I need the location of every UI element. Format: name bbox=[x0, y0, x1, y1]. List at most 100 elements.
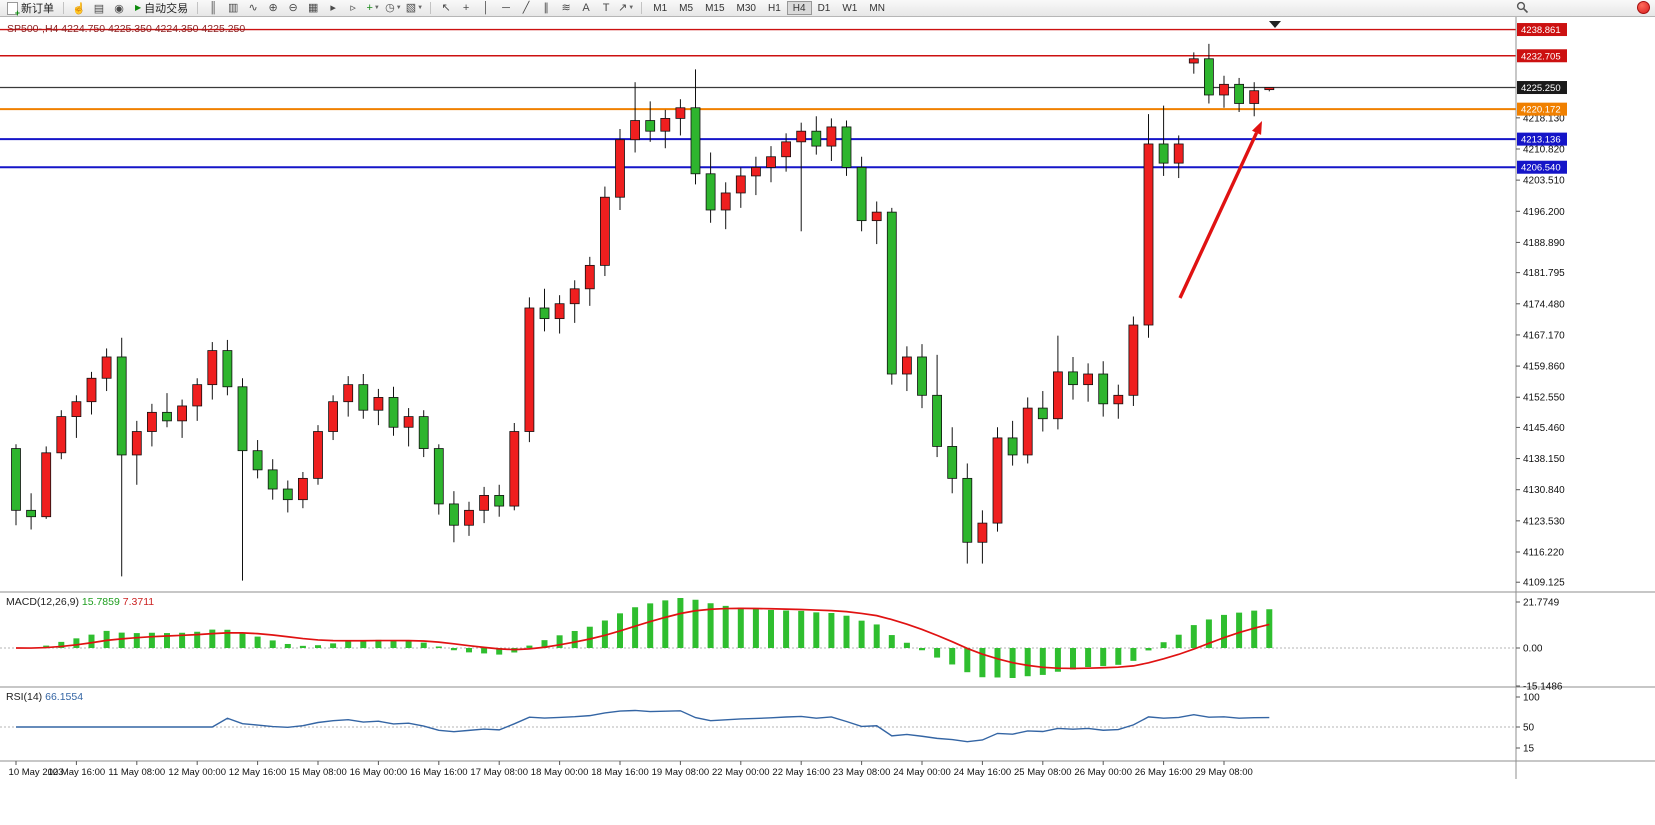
svg-text:4130.840: 4130.840 bbox=[1523, 485, 1565, 496]
auto-scroll-icon[interactable]: ▸ bbox=[330, 2, 336, 15]
price-badge bbox=[1517, 160, 1567, 174]
svg-text:0.00: 0.00 bbox=[1523, 644, 1543, 655]
dropdown-caret-icon: ▼ bbox=[373, 5, 380, 12]
price-badge bbox=[1517, 23, 1567, 37]
chart-icon-group: ║ ▥ ∿ ⊕ ⊖ ▦ ▸ ▹ + ▼ ◷ ▼ ▧ ▼ bbox=[203, 0, 425, 16]
new-order-label: 新订单 bbox=[21, 3, 54, 15]
ohlc-readout: 4224.750 4225.350 4224.350 4225.250 bbox=[61, 23, 246, 35]
timeframe-w1-button[interactable]: W1 bbox=[836, 1, 863, 15]
svg-text:4138.150: 4138.150 bbox=[1523, 454, 1565, 465]
chart-shift-icon[interactable]: ▹ bbox=[350, 2, 356, 15]
svg-text:12 May 16:00: 12 May 16:00 bbox=[229, 767, 287, 778]
dropdown-caret-icon: ▼ bbox=[417, 4, 424, 11]
autotrading-button[interactable]: ▶ 自动交易 bbox=[131, 1, 192, 16]
svg-text:16 May 16:00: 16 May 16:00 bbox=[410, 767, 468, 778]
svg-text:4181.795: 4181.795 bbox=[1523, 268, 1565, 279]
trendline-icon[interactable]: ╱ bbox=[522, 2, 530, 15]
timeframe-mn-button[interactable]: MN bbox=[863, 1, 891, 15]
cursor-icon[interactable]: ↖ bbox=[441, 2, 451, 15]
trend-arrow[interactable] bbox=[1178, 121, 1262, 299]
timeframe-h4-button[interactable]: H4 bbox=[786, 1, 812, 15]
macd-panel: 21.7749 0.00 -15.1486 bbox=[0, 598, 1563, 693]
timeframe-m30-button[interactable]: M30 bbox=[731, 1, 762, 15]
new-order-button[interactable]: 新订单 bbox=[3, 1, 58, 18]
macd-name: MACD(12,26,9) bbox=[6, 596, 79, 608]
svg-text:100: 100 bbox=[1523, 693, 1540, 704]
period-icon[interactable]: ◷ ▼ bbox=[385, 2, 402, 15]
fibonacci-icon[interactable]: ≋ bbox=[561, 2, 571, 15]
svg-text:18 May 00:00: 18 May 00:00 bbox=[531, 767, 589, 778]
bar-chart-icon[interactable]: ║ bbox=[209, 2, 218, 15]
printer-icon[interactable]: ▤ bbox=[93, 2, 105, 15]
price-badge bbox=[1517, 132, 1567, 146]
price-badge bbox=[1517, 81, 1567, 95]
text-icon[interactable]: A bbox=[582, 2, 590, 15]
svg-text:4196.200: 4196.200 bbox=[1523, 207, 1565, 218]
svg-text:4116.220: 4116.220 bbox=[1523, 547, 1564, 558]
svg-text:24 May 16:00: 24 May 16:00 bbox=[954, 767, 1012, 778]
svg-text:4174.480: 4174.480 bbox=[1523, 299, 1565, 310]
candlestick-chart-icon[interactable]: ▥ bbox=[227, 2, 239, 15]
svg-text:26 May 16:00: 26 May 16:00 bbox=[1135, 767, 1193, 778]
symbol-period-label: SP500-,H4 bbox=[7, 23, 59, 35]
svg-text:4213.136: 4213.136 bbox=[1521, 135, 1561, 146]
svg-text:4232.705: 4232.705 bbox=[1521, 51, 1561, 62]
svg-text:12 May 00:00: 12 May 00:00 bbox=[168, 767, 226, 778]
autotrading-label: 自动交易 bbox=[144, 3, 189, 15]
horizontal-lines-layer[interactable] bbox=[0, 28, 1516, 169]
hand-cursor-icon[interactable]: ☝ bbox=[72, 2, 86, 15]
zoom-out-icon[interactable]: ⊖ bbox=[288, 2, 298, 15]
svg-text:4109.125: 4109.125 bbox=[1523, 578, 1565, 589]
dropdown-caret-icon: ▼ bbox=[395, 4, 402, 11]
svg-text:4167.170: 4167.170 bbox=[1523, 330, 1565, 341]
svg-text:4206.540: 4206.540 bbox=[1521, 163, 1561, 174]
svg-text:10 May 16:00: 10 May 16:00 bbox=[48, 767, 106, 778]
vertical-line-icon[interactable]: │ bbox=[482, 2, 490, 15]
crosshair-icon[interactable]: + bbox=[462, 2, 470, 15]
svg-text:4188.890: 4188.890 bbox=[1523, 238, 1565, 249]
template-icon[interactable]: ▧ ▼ bbox=[405, 2, 424, 15]
mql5-community-icon[interactable]: ◉ bbox=[114, 2, 124, 15]
equidistant-channel-icon[interactable]: ∥ bbox=[543, 2, 549, 15]
timeframe-d1-button[interactable]: D1 bbox=[812, 1, 837, 15]
chart-shift-marker[interactable] bbox=[1269, 21, 1281, 28]
chart-title: SP500-,H4 4224.750 4225.350 4224.350 422… bbox=[7, 23, 245, 35]
chart-window: 4218.130 4210.820 4203.510 4196.200 4188.890… bbox=[0, 17, 1655, 825]
horizontal-line-icon[interactable]: ─ bbox=[502, 2, 510, 15]
svg-text:15: 15 bbox=[1523, 744, 1535, 755]
notification-icon[interactable] bbox=[1637, 1, 1650, 14]
svg-text:4152.550: 4152.550 bbox=[1523, 393, 1565, 404]
search-icon[interactable] bbox=[1516, 1, 1529, 14]
svg-text:17 May 08:00: 17 May 08:00 bbox=[470, 767, 528, 778]
svg-text:16 May 00:00: 16 May 00:00 bbox=[350, 767, 408, 778]
timeframe-m5-button[interactable]: M5 bbox=[673, 1, 699, 15]
line-chart-icon[interactable]: ∿ bbox=[248, 2, 258, 15]
timeframe-m15-button[interactable]: M15 bbox=[699, 1, 730, 15]
svg-text:50: 50 bbox=[1523, 723, 1535, 734]
svg-text:21.7749: 21.7749 bbox=[1523, 598, 1560, 609]
svg-text:22 May 00:00: 22 May 00:00 bbox=[712, 767, 770, 778]
new-order-icon bbox=[7, 1, 20, 18]
price-badge bbox=[1517, 49, 1567, 63]
svg-text:15 May 08:00: 15 May 08:00 bbox=[289, 767, 347, 778]
arrows-tool-icon[interactable]: ↗ ▼ bbox=[618, 2, 635, 15]
rsi-panel: 100 50 15 bbox=[0, 693, 1540, 755]
macd-indicator-label: MACD(12,26,9) 15.7859 7.3711 bbox=[6, 596, 154, 608]
rsi-name: RSI(14) bbox=[6, 691, 43, 703]
chart-canvas[interactable]: 4218.130 4210.820 4203.510 4196.200 4188.890… bbox=[0, 17, 1655, 825]
svg-text:23 May 08:00: 23 May 08:00 bbox=[833, 767, 891, 778]
svg-text:18 May 16:00: 18 May 16:00 bbox=[591, 767, 649, 778]
svg-text:25 May 08:00: 25 May 08:00 bbox=[1014, 767, 1072, 778]
add-indicator-icon[interactable]: + ▼ bbox=[366, 2, 380, 15]
candles-layer bbox=[11, 43, 1275, 581]
tile-windows-icon[interactable]: ▦ bbox=[307, 2, 319, 15]
timeframe-h1-button[interactable]: H1 bbox=[762, 1, 787, 15]
svg-text:-15.1486: -15.1486 bbox=[1523, 682, 1563, 693]
timeframe-m1-button[interactable]: M1 bbox=[647, 1, 673, 15]
rsi-value: 66.1554 bbox=[45, 691, 84, 703]
price-scale[interactable]: 4218.130 4210.820 4203.510 4196.200 4188.890… bbox=[1516, 23, 1567, 589]
zoom-in-icon[interactable]: ⊕ bbox=[268, 2, 278, 15]
macd-main-value: 15.7859 bbox=[81, 596, 120, 608]
text-label-icon[interactable]: T bbox=[602, 2, 610, 15]
